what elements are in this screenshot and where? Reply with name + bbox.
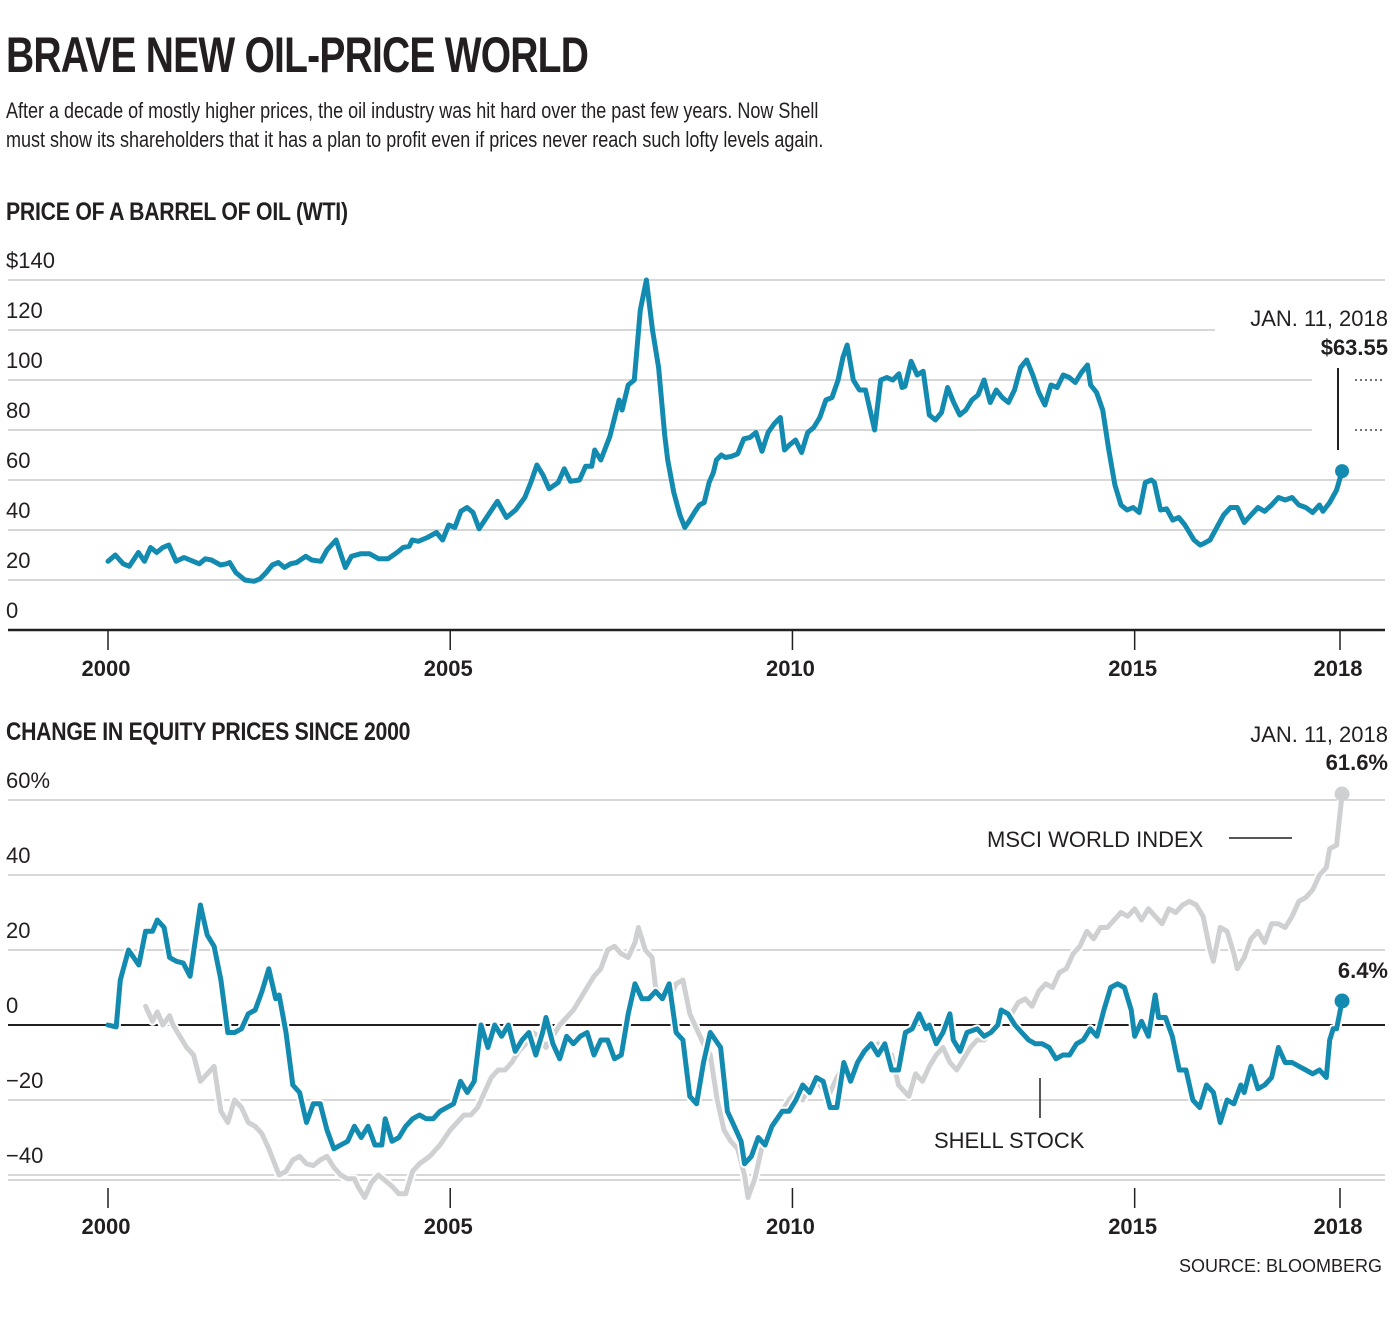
oil-y-tick-label: 120	[6, 298, 43, 323]
oil-x-tick-label: 2005	[424, 656, 473, 681]
oil-annotation-value: $63.55	[1321, 335, 1388, 360]
oil-chart-title: PRICE OF A BARREL OF OIL (WTI)	[6, 198, 348, 226]
subtitle-line-1: After a decade of mostly higher prices, …	[6, 98, 819, 123]
oil-y-tick-label: 0	[6, 598, 18, 623]
oil-annotation-backdrop	[1215, 300, 1400, 340]
equity-y-tick-label: −40	[6, 1143, 43, 1168]
equity-x-tick-label: 2005	[424, 1214, 473, 1239]
oil-y-tick-label: 60	[6, 448, 30, 473]
oil-annotation-date: JAN. 11, 2018	[1250, 306, 1388, 331]
equity-x-tick-label: 2010	[766, 1214, 815, 1239]
shell-stock-line	[105, 902, 1345, 1167]
shell-endpoint-marker	[1334, 993, 1350, 1009]
equity-x-tick-label: 2018	[1314, 1214, 1363, 1239]
equity-y-tick-label: 60%	[6, 768, 50, 793]
equity-y-tick-label: 20	[6, 918, 30, 943]
msci-world-index-line	[143, 791, 1345, 1200]
oil-price-line	[105, 277, 1345, 584]
oil-y-tick-label: 100	[6, 348, 43, 373]
equity-y-tick-label: −20	[6, 1068, 43, 1093]
equity-annotation-date: JAN. 11, 2018	[1250, 722, 1388, 747]
equity-x-tick-label: 2000	[82, 1214, 131, 1239]
subtitle-line-2: must show its shareholders that it has a…	[6, 127, 824, 152]
oil-y-tick-label: 80	[6, 398, 30, 423]
equity-y-tick-label: 40	[6, 843, 30, 868]
equity-x-tick-label: 2015	[1108, 1214, 1157, 1239]
oil-annotation-mask	[1312, 366, 1400, 446]
oil-endpoint-marker	[1335, 464, 1350, 479]
equity-chart-title: CHANGE IN EQUITY PRICES SINCE 2000	[6, 718, 411, 746]
msci-endpoint-marker	[1334, 786, 1350, 802]
oil-x-tick-label: 2000	[82, 656, 131, 681]
msci-series-label: MSCI WORLD INDEX	[987, 827, 1204, 852]
oil-y-tick-label: 40	[6, 498, 30, 523]
shell-annotation-value: 6.4%	[1338, 958, 1388, 983]
source-note: SOURCE: BLOOMBERG	[1179, 1256, 1382, 1276]
oil-x-tick-label: 2010	[766, 656, 815, 681]
subtitle: After a decade of mostly higher prices, …	[6, 96, 1366, 154]
oil-y-tick-label: 20	[6, 548, 30, 573]
oil-x-tick-label: 2015	[1108, 656, 1157, 681]
oil-x-tick-label: 2018	[1314, 656, 1363, 681]
shell-series-label: SHELL STOCK	[934, 1128, 1085, 1153]
page-title: BRAVE NEW OIL-PRICE WORLD	[6, 27, 589, 83]
oil-y-tick-label: $140	[6, 248, 55, 273]
msci-annotation-value: 61.6%	[1326, 750, 1388, 775]
equity-y-tick-label: 0	[6, 993, 18, 1018]
